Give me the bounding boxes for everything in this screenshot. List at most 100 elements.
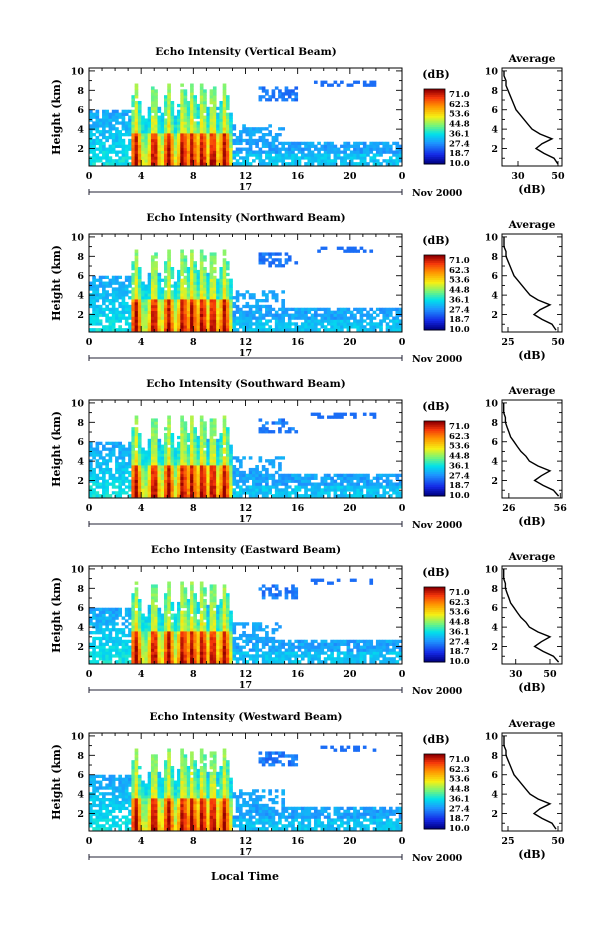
heatmap-cell bbox=[242, 473, 246, 478]
heatmap-cell bbox=[343, 494, 347, 498]
heatmap-cell bbox=[395, 494, 400, 498]
heatmap-cell bbox=[193, 95, 197, 99]
heatmap-cell bbox=[343, 479, 347, 483]
heatmap-cell bbox=[160, 444, 165, 448]
heatmap-cell bbox=[238, 462, 243, 466]
heatmap-cell bbox=[131, 488, 136, 492]
heatmap-cell bbox=[95, 660, 100, 664]
heatmap-cell bbox=[222, 266, 227, 271]
heatmap-cell bbox=[203, 290, 207, 294]
heatmap-cell bbox=[297, 316, 302, 320]
heatmap-cell bbox=[232, 479, 237, 483]
heatmap-cell bbox=[154, 660, 158, 664]
heatmap-cell bbox=[118, 159, 122, 163]
heatmap-cell bbox=[141, 459, 145, 463]
heatmap-cell bbox=[147, 441, 152, 446]
heatmap-cell bbox=[209, 296, 214, 300]
heatmap-cell bbox=[372, 80, 377, 84]
heatmap-cell bbox=[154, 328, 158, 332]
heatmap-cell bbox=[163, 639, 168, 644]
heatmap-cell bbox=[190, 494, 194, 498]
heatmap-cell bbox=[199, 313, 204, 317]
heatmap-cell bbox=[131, 156, 136, 160]
heatmap-cell bbox=[199, 479, 204, 483]
heatmap-cell bbox=[177, 156, 181, 160]
heatmap-cell bbox=[131, 660, 136, 664]
heatmap-cell bbox=[160, 660, 165, 664]
heatmap-cell bbox=[212, 138, 217, 143]
x-tick-label: 0 bbox=[86, 337, 93, 348]
heatmap-cell bbox=[375, 147, 380, 151]
heatmap-cell bbox=[137, 607, 142, 612]
heatmap-cell bbox=[199, 415, 204, 419]
heatmap-cell bbox=[297, 310, 302, 314]
heatmap-cell bbox=[170, 636, 175, 641]
heatmap-cell bbox=[144, 628, 149, 632]
heatmap-cell bbox=[281, 473, 286, 478]
colorbar-segment bbox=[424, 139, 445, 143]
heatmap-cell bbox=[157, 648, 162, 652]
heatmap-cell bbox=[190, 459, 194, 463]
heatmap-cell bbox=[203, 301, 207, 306]
heatmap-cell bbox=[137, 444, 142, 448]
heatmap-cell bbox=[115, 127, 119, 131]
heatmap-cell bbox=[177, 159, 181, 163]
heatmap-cell bbox=[170, 310, 175, 314]
heatmap-cell bbox=[278, 476, 282, 480]
heatmap-cell bbox=[134, 162, 139, 166]
heatmap-cell bbox=[310, 491, 315, 495]
heatmap-cell bbox=[248, 147, 253, 151]
colorbar-segment bbox=[424, 475, 445, 478]
heatmap-cell bbox=[157, 150, 162, 154]
heatmap-cell bbox=[284, 261, 289, 265]
heatmap-cell bbox=[150, 278, 155, 282]
heatmap-cell bbox=[128, 162, 132, 166]
heatmap-cell bbox=[261, 150, 266, 154]
heatmap-cell bbox=[274, 138, 279, 143]
heatmap-cell bbox=[111, 290, 116, 294]
heatmap-cell bbox=[369, 159, 374, 163]
heatmap-cell bbox=[229, 118, 233, 122]
heatmap-cell bbox=[219, 494, 224, 498]
heatmap-cell bbox=[131, 479, 136, 483]
heatmap-cell bbox=[95, 159, 100, 163]
heatmap-cell bbox=[190, 435, 194, 440]
heatmap-cell bbox=[186, 313, 191, 317]
heatmap-cell bbox=[248, 310, 253, 314]
heatmap-cell bbox=[229, 479, 233, 483]
heatmap-cell bbox=[252, 482, 256, 486]
heatmap-cell bbox=[317, 153, 321, 157]
heatmap-cell bbox=[206, 153, 211, 157]
heatmap-cell bbox=[173, 144, 178, 148]
heatmap-cell bbox=[313, 316, 318, 320]
heatmap-cell bbox=[134, 450, 139, 454]
heatmap-cell bbox=[336, 246, 341, 250]
heatmap-cell bbox=[170, 159, 175, 163]
colorbar-frame bbox=[423, 254, 446, 331]
heatmap-cell bbox=[180, 147, 184, 151]
heatmap-cell bbox=[111, 625, 116, 629]
heatmap-cell bbox=[167, 100, 171, 105]
heatmap-cell bbox=[190, 109, 194, 114]
heatmap-cell bbox=[222, 485, 227, 489]
heatmap-cell bbox=[225, 476, 230, 480]
heatmap-cell bbox=[278, 92, 282, 96]
colorbar-segment bbox=[424, 481, 445, 484]
heatmap-cell bbox=[268, 144, 272, 148]
heatmap-cell bbox=[229, 112, 233, 116]
heatmap-cell bbox=[111, 322, 116, 326]
heatmap-cell bbox=[177, 328, 181, 332]
heatmap-cell bbox=[300, 485, 305, 489]
heatmap-cell bbox=[222, 98, 227, 102]
heatmap-cell bbox=[147, 301, 152, 306]
heatmap-cell bbox=[157, 651, 162, 655]
heatmap-cell bbox=[255, 482, 259, 486]
heatmap-cell bbox=[137, 307, 142, 312]
heatmap-cell bbox=[141, 450, 145, 454]
heatmap-cell bbox=[183, 293, 188, 297]
heatmap-cell bbox=[177, 491, 181, 495]
heatmap-cell bbox=[95, 313, 100, 317]
profile-frame bbox=[501, 399, 563, 499]
heatmap-cell bbox=[310, 141, 315, 146]
heatmap-cell bbox=[180, 150, 184, 154]
